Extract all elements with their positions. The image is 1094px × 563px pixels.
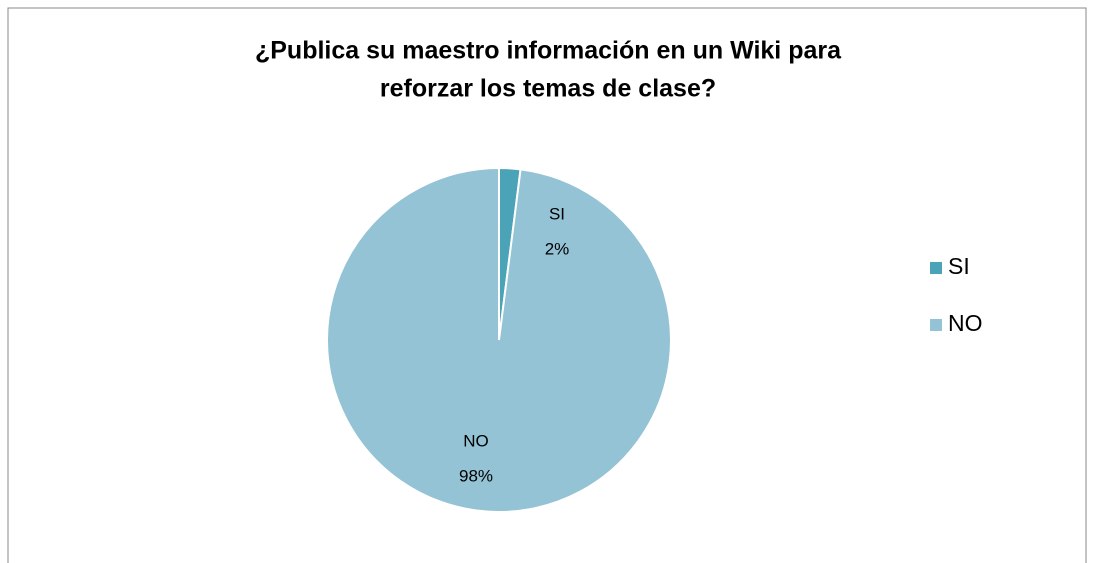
- chart-title: reforzar los temas de clase?: [380, 75, 716, 103]
- legend-swatch: [930, 319, 942, 331]
- legend-label: NO: [948, 310, 983, 336]
- data-label-value: 2%: [545, 239, 570, 258]
- chart-frame: [7, 7, 1087, 563]
- data-label-category: SI: [549, 204, 565, 223]
- legend-swatch: [930, 262, 942, 274]
- chart-title: ¿Publica su maestro información en un Wi…: [255, 37, 842, 65]
- legend-label: SI: [948, 253, 970, 279]
- data-label-value: 98%: [459, 466, 493, 485]
- pie-slice: [326, 166, 672, 513]
- data-label-category: NO: [463, 431, 489, 450]
